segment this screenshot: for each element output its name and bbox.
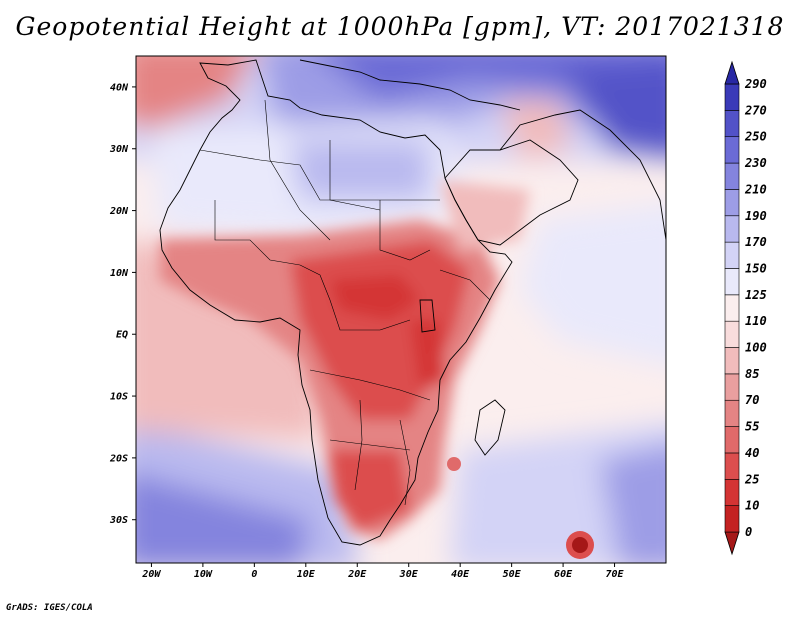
colorbar-label: 0	[745, 525, 752, 539]
colorbar-label: 270	[744, 103, 767, 117]
map-title: Geopotential Height at 1000hPa [gpm], VT…	[15, 12, 785, 41]
colorbar-label: 40	[745, 446, 759, 460]
colorbar-swatch	[724, 347, 740, 375]
colorbar-label: 250	[744, 130, 767, 144]
colorbar-swatch	[724, 110, 740, 138]
arabia-coast	[444, 139, 579, 246]
colorbar-label: 85	[745, 367, 759, 381]
lat-tick-label: 20N	[109, 206, 129, 217]
lon-tick-label: 20E	[347, 569, 367, 580]
lat-tick-label: 10S	[110, 392, 128, 403]
lon-tick-label: 50E	[503, 569, 522, 580]
colorbar-label: 170	[745, 235, 767, 249]
colorbar-label: 10	[745, 499, 759, 513]
map-plot-area	[136, 56, 666, 563]
lon-tick-label: 20W	[141, 569, 161, 580]
colorbar-label: 210	[744, 182, 767, 196]
colorbar-swatch	[724, 241, 740, 269]
colorbar-label: 190	[745, 209, 767, 223]
mozambique-channel-low	[447, 457, 461, 471]
lat-tick-label: EQ	[116, 330, 128, 341]
colorbar: 0 10 25 40 55 70 85 100 110 125 150 170 190 210 230 250…	[724, 60, 767, 556]
colorbar-swatch	[724, 136, 740, 164]
colorbar-label: 70	[745, 393, 759, 407]
lon-tick-label: 60E	[554, 569, 573, 580]
lat-tick-label: 20S	[109, 453, 128, 464]
lon-tick-label: 30E	[399, 569, 419, 580]
colorbar-swatch	[724, 215, 740, 243]
lon-tick-label: 70E	[606, 569, 625, 580]
colorbar-swatch	[724, 373, 740, 401]
iran-india-coast	[499, 109, 666, 241]
colorbar-top-triangle	[724, 60, 740, 85]
colorbar-swatch	[724, 268, 740, 296]
lat-tick-label: 10N	[110, 268, 129, 279]
colorbar-swatch	[724, 189, 740, 217]
colorbar-swatch	[724, 452, 740, 480]
colorbar-label: 55	[745, 420, 759, 434]
colorbar-swatch	[724, 83, 740, 111]
colorbar-label: 100	[745, 341, 767, 355]
coastlines	[159, 59, 666, 546]
colorbar-label: 290	[744, 77, 767, 91]
mediterranean-north	[299, 59, 521, 111]
latitude-axis: 40N 30N 20N 10N EQ 10S 20S 30S	[109, 82, 136, 526]
colorbar-bottom-triangle	[724, 531, 740, 556]
africa-coast	[159, 59, 513, 546]
colorbar-label: 230	[744, 156, 767, 170]
longitude-axis: 20W 10W 0 10E 20E 30E 40E 50E 60E 70E	[141, 563, 625, 580]
madagascar	[474, 399, 506, 456]
lat-tick-label: 30S	[109, 515, 128, 526]
colorbar-swatch	[724, 399, 740, 427]
colorbar-swatch	[724, 426, 740, 454]
lon-tick-label: 10W	[194, 569, 213, 580]
lon-tick-label: 10E	[297, 569, 316, 580]
colorbar-label: 150	[745, 261, 767, 275]
lake-victoria	[419, 299, 436, 333]
colorbar-label: 110	[745, 314, 767, 328]
colorbar-label: 25	[744, 472, 759, 486]
colorbar-swatch	[724, 294, 740, 322]
lon-tick-label: 0	[251, 569, 257, 580]
lat-tick-label: 30N	[109, 144, 129, 155]
colorbar-swatch	[724, 320, 740, 348]
height-field-large-scale	[136, 56, 666, 563]
country-borders	[199, 99, 491, 506]
colorbar-swatch	[724, 478, 740, 506]
mascarene-low-core	[572, 537, 588, 553]
lon-tick-label: 40E	[451, 569, 470, 580]
colorbar-swatch	[724, 162, 740, 190]
colorbar-swatch	[724, 505, 740, 533]
grads-credit: GrADS: IGES/COLA	[6, 603, 93, 613]
plot-frame	[135, 55, 667, 564]
colorbar-label: 125	[745, 288, 767, 302]
lat-tick-label: 40N	[110, 82, 129, 93]
